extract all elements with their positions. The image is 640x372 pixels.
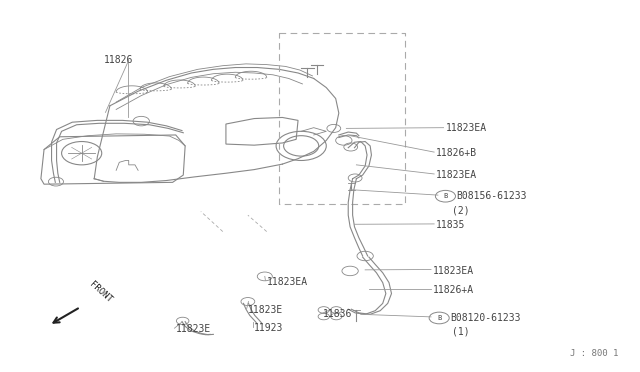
- Text: (1): (1): [452, 327, 469, 337]
- Text: B08120-61233: B08120-61233: [451, 313, 521, 323]
- Text: 11823EA: 11823EA: [267, 276, 308, 286]
- Text: J : 800 1: J : 800 1: [570, 349, 618, 358]
- Text: 11835: 11835: [436, 220, 465, 230]
- Text: 11823EA: 11823EA: [436, 170, 477, 180]
- Text: 11836: 11836: [323, 310, 353, 319]
- Text: (2): (2): [452, 206, 469, 216]
- Text: B08156-61233: B08156-61233: [457, 191, 527, 201]
- Text: 11823E: 11823E: [248, 305, 283, 315]
- Text: 11826+A: 11826+A: [433, 285, 474, 295]
- Text: 11826+B: 11826+B: [436, 148, 477, 158]
- Text: B: B: [444, 193, 447, 199]
- Text: 11923: 11923: [254, 323, 284, 333]
- Text: 11823EA: 11823EA: [445, 123, 486, 133]
- Text: 11826: 11826: [104, 55, 133, 65]
- Text: B: B: [437, 315, 442, 321]
- Text: FRONT: FRONT: [88, 279, 114, 304]
- Text: 11823EA: 11823EA: [433, 266, 474, 276]
- Text: 11823E: 11823E: [176, 324, 211, 334]
